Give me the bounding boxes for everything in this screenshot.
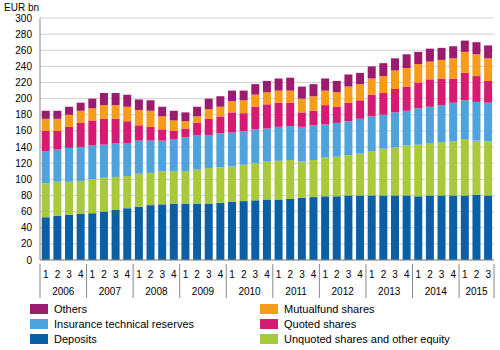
svg-text:2: 2 (427, 269, 433, 280)
svg-text:1: 1 (322, 269, 328, 280)
svg-text:120: 120 (15, 158, 32, 169)
svg-text:2013: 2013 (378, 286, 401, 297)
svg-text:3: 3 (253, 269, 259, 280)
svg-text:2010: 2010 (238, 286, 261, 297)
svg-text:4: 4 (218, 269, 224, 280)
svg-text:180: 180 (15, 109, 32, 120)
svg-text:240: 240 (15, 61, 32, 72)
svg-text:3: 3 (299, 269, 305, 280)
svg-text:4: 4 (264, 269, 270, 280)
svg-text:1: 1 (90, 269, 96, 280)
html-text:EUR bn: EUR bn (4, 2, 39, 13)
svg-text:2: 2 (101, 269, 107, 280)
svg-text:4: 4 (404, 269, 410, 280)
svg-text:2006: 2006 (52, 286, 75, 297)
svg-text:220: 220 (15, 77, 32, 88)
svg-text:260: 260 (15, 45, 32, 56)
svg-text:4: 4 (311, 269, 317, 280)
svg-text:1: 1 (276, 269, 282, 280)
svg-text:4: 4 (125, 269, 131, 280)
svg-text:3: 3 (485, 269, 491, 280)
html-text:Mutualfund shares: Mutualfund shares (284, 302, 375, 315)
svg-text:3: 3 (113, 269, 119, 280)
html-text:Insurance technical reserves: Insurance technical reserves (54, 317, 194, 330)
svg-text:100: 100 (15, 174, 32, 185)
svg-text:2: 2 (55, 269, 61, 280)
svg-text:140: 140 (15, 142, 32, 153)
svg-text:200: 200 (15, 93, 32, 104)
svg-text:2011: 2011 (285, 286, 307, 297)
svg-text:2: 2 (194, 269, 200, 280)
svg-text:3: 3 (392, 269, 398, 280)
svg-text:2: 2 (241, 269, 247, 280)
svg-text:2015: 2015 (465, 286, 488, 297)
svg-text:40: 40 (21, 222, 33, 233)
svg-text:2: 2 (381, 269, 387, 280)
svg-text:160: 160 (15, 125, 32, 136)
svg-text:4: 4 (171, 269, 177, 280)
svg-text:3: 3 (346, 269, 352, 280)
svg-text:1: 1 (183, 269, 189, 280)
svg-text:3: 3 (66, 269, 72, 280)
svg-text:4: 4 (78, 269, 84, 280)
svg-text:2: 2 (148, 269, 154, 280)
svg-text:280: 280 (15, 29, 32, 40)
svg-text:3: 3 (159, 269, 165, 280)
svg-text:2: 2 (288, 269, 294, 280)
svg-text:4: 4 (450, 269, 456, 280)
svg-text:1: 1 (416, 269, 422, 280)
svg-text:300: 300 (15, 13, 32, 24)
svg-text:1: 1 (229, 269, 235, 280)
svg-text:2: 2 (474, 269, 480, 280)
svg-text:4: 4 (357, 269, 363, 280)
svg-text:3: 3 (439, 269, 445, 280)
svg-text:2007: 2007 (99, 286, 122, 297)
svg-text:1: 1 (462, 269, 468, 280)
svg-text:20: 20 (21, 238, 33, 249)
html-text:Unquoted shares and other equi: Unquoted shares and other equity (284, 332, 450, 345)
html-text:Deposits: Deposits (54, 332, 97, 345)
svg-text:1: 1 (369, 269, 375, 280)
html-text:Quoted shares: Quoted shares (284, 317, 357, 330)
svg-text:2: 2 (334, 269, 340, 280)
svg-text:3: 3 (206, 269, 212, 280)
svg-text:1: 1 (136, 269, 142, 280)
svg-text:1: 1 (43, 269, 49, 280)
html-text:Others: Others (54, 302, 87, 315)
svg-text:2008: 2008 (145, 286, 168, 297)
svg-text:2009: 2009 (192, 286, 215, 297)
svg-text:60: 60 (21, 206, 33, 217)
svg-text:0: 0 (26, 255, 32, 266)
svg-text:80: 80 (21, 190, 33, 201)
svg-text:2012: 2012 (332, 286, 355, 297)
svg-text:2014: 2014 (425, 286, 448, 297)
